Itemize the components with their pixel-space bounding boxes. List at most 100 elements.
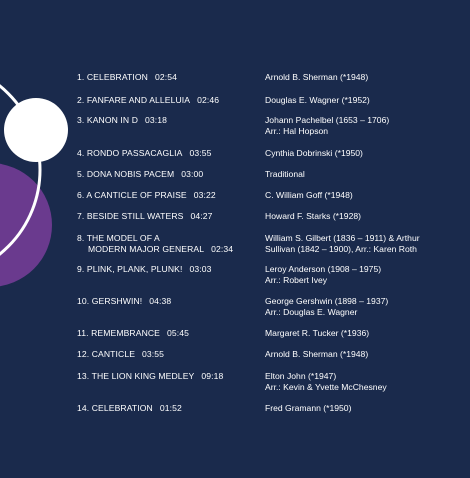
track-title-1: 1. CELEBRATION 02:54 bbox=[77, 72, 252, 83]
track-title-line: 4. RONDO PASSACAGLIA 03:55 bbox=[77, 148, 252, 159]
track-composer-6: C. William Goff (*1948) bbox=[265, 190, 465, 201]
track-title-text: FANFARE AND ALLELUIA bbox=[86, 95, 191, 105]
track-title-4: 4. RONDO PASSACAGLIA 03:55 bbox=[77, 148, 252, 159]
track-title-12: 12. CANTICLE 03:55 bbox=[77, 349, 252, 360]
composer-line: Arr.: Robert Ivey bbox=[265, 275, 328, 285]
track-duration: 03:22 bbox=[193, 190, 216, 200]
composer-line: William S. Gilbert (1836 – 1911) & Arthu… bbox=[265, 233, 420, 243]
track-number: 3. bbox=[77, 115, 87, 125]
track-title-10: 10. GERSHWIN! 04:38 bbox=[77, 296, 252, 307]
track-duration: 05:45 bbox=[167, 328, 190, 338]
composer-line: Arr.: Hal Hopson bbox=[265, 126, 329, 136]
track-composer-2: Douglas E. Wagner (*1952) bbox=[265, 95, 465, 106]
track-composer-1: Arnold B. Sherman (*1948) bbox=[265, 72, 465, 83]
track-title-13: 13. THE LION KING MEDLEY 09:18 bbox=[77, 371, 252, 382]
track-composer-5: Traditional bbox=[265, 169, 465, 180]
track-title-text: RONDO PASSACAGLIA bbox=[86, 148, 183, 158]
track-duration: 03:03 bbox=[189, 264, 212, 274]
track-composer-13: Elton John (*1947) Arr.: Kevin & Yvette M… bbox=[265, 371, 465, 393]
track-title-line: 13. THE LION KING MEDLEY 09:18 bbox=[77, 371, 252, 382]
track-title-14: 14. CELEBRATION 01:52 bbox=[77, 403, 252, 414]
track-number: 2. bbox=[77, 95, 87, 105]
track-title-7: 7. BESIDE STILL WATERS 04:27 bbox=[77, 211, 252, 222]
track-composer-7: Howard F. Starks (*1928) bbox=[265, 211, 465, 222]
track-title-line: 14. CELEBRATION 01:52 bbox=[77, 403, 252, 414]
track-title-text: GERSHWIN! bbox=[91, 296, 143, 306]
track-title-text: THE MODEL OF A bbox=[86, 233, 160, 243]
track-title-text: REMEMBRANCE bbox=[91, 328, 161, 338]
track-title-line: 3. KANON IN D 03:18 bbox=[77, 115, 252, 126]
composer-line: Traditional bbox=[265, 169, 305, 179]
outline-circle-ring bbox=[0, 84, 42, 256]
composer-line: Johann Pachelbel (1653 – 1706) bbox=[265, 115, 390, 125]
track-number: 7. bbox=[77, 211, 87, 221]
track-title-line: 7. BESIDE STILL WATERS 04:27 bbox=[77, 211, 252, 222]
track-title-6: 6. A CANTICLE OF PRAISE 03:22 bbox=[77, 190, 252, 201]
composer-line: George Gershwin (1898 – 1937) bbox=[265, 296, 389, 306]
track-title-8: 8. THE MODEL OF A MODERN MAJOR GENERAL 02:… bbox=[77, 233, 252, 255]
track-title-line: 1. CELEBRATION 02:54 bbox=[77, 72, 252, 83]
track-title-line: 11. REMEMBRANCE 05:45 bbox=[77, 328, 252, 339]
composer-line: Elton John (*1947) bbox=[265, 371, 337, 381]
track-title-text: CANTICLE bbox=[91, 349, 136, 359]
track-duration: 04:27 bbox=[190, 211, 213, 221]
track-composer-8: William S. Gilbert (1836 – 1911) & Arthu… bbox=[265, 233, 465, 255]
track-composer-4: Cynthia Dobrinski (*1950) bbox=[265, 148, 465, 159]
track-duration: 02:34 bbox=[211, 244, 234, 254]
composer-line: Leroy Anderson (1908 – 1975) bbox=[265, 264, 382, 274]
track-title-text: DONA NOBIS PACEM bbox=[86, 169, 175, 179]
track-title-text: MODERN MAJOR GENERAL bbox=[88, 244, 205, 254]
track-duration: 02:54 bbox=[154, 72, 177, 82]
track-title-9: 9. PLINK, PLANK, PLUNK! 03:03 bbox=[77, 264, 252, 275]
track-title-line: 12. CANTICLE 03:55 bbox=[77, 349, 252, 360]
composer-line: Douglas E. Wagner (*1952) bbox=[265, 95, 370, 105]
composer-line: Fred Gramann (*1950) bbox=[265, 403, 352, 413]
track-number: 10. bbox=[77, 296, 92, 306]
composer-line: Arnold B. Sherman (*1948) bbox=[265, 349, 369, 359]
track-number: 14. bbox=[77, 403, 92, 413]
composer-line: Sullivan (1842 – 1900), Arr.: Karen Roth bbox=[265, 244, 417, 254]
composer-line: Arr.: Douglas E. Wagner bbox=[265, 307, 358, 317]
track-title-line: MODERN MAJOR GENERAL 02:34 bbox=[77, 244, 252, 255]
track-duration: 01:52 bbox=[159, 403, 182, 413]
track-duration: 02:46 bbox=[197, 95, 220, 105]
track-composer-12: Arnold B. Sherman (*1948) bbox=[265, 349, 465, 360]
track-composer-14: Fred Gramann (*1950) bbox=[265, 403, 465, 414]
track-title-text: KANON IN D bbox=[86, 115, 138, 125]
track-title-text: A CANTICLE OF PRAISE bbox=[86, 190, 187, 200]
composer-line: Arr.: Kevin & Yvette McChesney bbox=[265, 382, 387, 392]
track-duration: 04:38 bbox=[149, 296, 172, 306]
track-title-line: 10. GERSHWIN! 04:38 bbox=[77, 296, 252, 307]
track-title-line: 6. A CANTICLE OF PRAISE 03:22 bbox=[77, 190, 252, 201]
track-title-text: BESIDE STILL WATERS bbox=[86, 211, 184, 221]
track-number: 1. bbox=[77, 72, 87, 82]
track-composer-3: Johann Pachelbel (1653 – 1706) Arr.: Hal … bbox=[265, 115, 465, 137]
composer-line: Margaret R. Tucker (*1936) bbox=[265, 328, 370, 338]
track-number: 12. bbox=[77, 349, 92, 359]
track-title-3: 3. KANON IN D 03:18 bbox=[77, 115, 252, 126]
track-number: 5. bbox=[77, 169, 87, 179]
track-title-line: 9. PLINK, PLANK, PLUNK! 03:03 bbox=[77, 264, 252, 275]
track-composer-11: Margaret R. Tucker (*1936) bbox=[265, 328, 465, 339]
track-title-line: 8. THE MODEL OF A bbox=[77, 233, 252, 244]
track-title-2: 2. FANFARE AND ALLELUIA 02:46 bbox=[77, 95, 252, 106]
track-number: 11. bbox=[77, 328, 92, 338]
track-number: 13. bbox=[77, 371, 92, 381]
track-title-5: 5. DONA NOBIS PACEM 03:00 bbox=[77, 169, 252, 180]
composer-line: Howard F. Starks (*1928) bbox=[265, 211, 361, 221]
track-duration: 03:18 bbox=[145, 115, 168, 125]
composer-line: Cynthia Dobrinski (*1950) bbox=[265, 148, 363, 158]
track-title-text: CELEBRATION bbox=[91, 403, 153, 413]
track-composer-9: Leroy Anderson (1908 – 1975) Arr.: Robert… bbox=[265, 264, 465, 286]
track-duration: 03:55 bbox=[142, 349, 165, 359]
track-duration: 03:00 bbox=[181, 169, 204, 179]
track-title-text: PLINK, PLANK, PLUNK! bbox=[86, 264, 183, 274]
track-duration: 03:55 bbox=[189, 148, 212, 158]
composer-line: C. William Goff (*1948) bbox=[265, 190, 353, 200]
track-number: 4. bbox=[77, 148, 87, 158]
track-title-11: 11. REMEMBRANCE 05:45 bbox=[77, 328, 252, 339]
track-composer-10: George Gershwin (1898 – 1937) Arr.: Dougl… bbox=[265, 296, 465, 318]
track-number: 8. bbox=[77, 233, 87, 243]
track-number: 9. bbox=[77, 264, 87, 274]
track-title-text: THE LION KING MEDLEY bbox=[91, 371, 195, 381]
